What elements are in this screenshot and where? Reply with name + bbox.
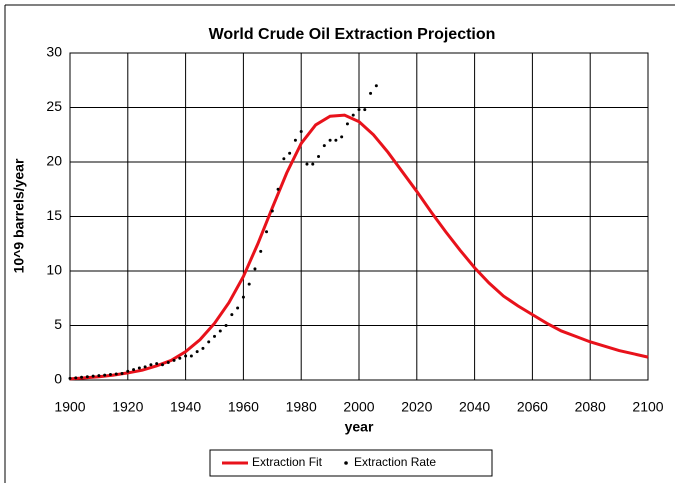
legend-box [209,449,493,477]
data-point [253,267,257,271]
y-tick-label: 15 [46,207,62,223]
y-tick-label: 0 [54,371,62,387]
data-point [293,138,297,142]
y-tick-label: 10 [46,262,62,278]
x-tick-label: 1920 [112,399,143,415]
data-point [97,374,101,378]
data-point [74,376,78,380]
data-point [172,358,176,362]
data-point [259,249,263,253]
data-point [345,122,349,126]
legend-label: Extraction Fit [252,455,323,469]
data-point [132,368,136,372]
data-point [126,369,130,373]
x-tick-label: 2000 [343,399,374,415]
data-point [317,155,321,159]
data-point [282,157,286,161]
data-point [328,138,332,142]
data-point [270,209,274,213]
data-point [351,113,355,117]
data-point [91,374,95,378]
legend-label: Extraction Rate [354,455,436,469]
x-tick-label: 1960 [228,399,259,415]
data-point [305,162,309,166]
fit-line [69,113,649,381]
x-tick-label: 2100 [632,399,663,415]
y-tick-label: 20 [46,153,62,169]
data-point [137,366,141,370]
data-point [299,129,303,133]
data-point [241,295,245,299]
data-point [334,138,338,142]
data-point [265,230,269,234]
data-point [85,375,89,379]
chart-title: World Crude Oil Extraction Projection [209,26,496,43]
data-point [114,372,118,376]
data-point [201,346,205,350]
x-tick-label: 1980 [286,399,317,415]
x-axis-title: year [345,419,374,435]
data-point [103,373,107,377]
data-point [288,151,292,155]
x-tick-label: 2040 [459,399,490,415]
data-point [276,187,280,191]
y-tick-label: 5 [54,316,62,332]
data-point [189,354,193,358]
data-point [213,334,216,338]
data-point [195,350,199,354]
data-point [369,91,373,95]
data-point [236,306,240,310]
data-point [218,329,222,333]
data-point [155,362,159,366]
data-point [247,282,251,286]
data-point [108,373,112,377]
data-point [80,375,84,379]
data-point [178,356,182,360]
data-point [149,363,153,367]
data-point [311,162,315,166]
data-point [322,144,326,148]
y-tick-label: 25 [46,98,62,114]
data-point [120,371,124,375]
data-point [207,340,211,344]
data-point [224,324,228,327]
y-tick-label: 30 [46,44,62,60]
y-axis-title: 10^9 barrels/year [11,158,27,273]
x-tick-label: 2020 [401,399,432,415]
data-point [357,108,361,112]
data-point [374,84,378,88]
data-point [363,108,367,112]
data-point [230,313,234,317]
data-point [184,354,188,358]
x-tick-label: 1940 [170,399,201,415]
data-point [166,361,170,365]
x-tick-label: 1900 [54,399,85,415]
data-point [143,365,147,369]
data-point [340,135,344,139]
x-tick-label: 2060 [517,399,548,415]
data-point [68,376,72,380]
data-point [160,363,164,367]
x-tick-label: 2080 [575,399,606,415]
legend-swatch [344,461,348,465]
